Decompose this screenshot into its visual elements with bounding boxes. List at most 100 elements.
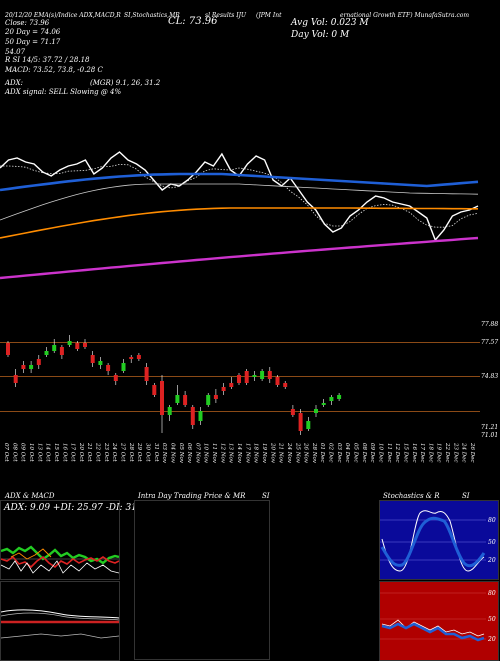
candle-body: [83, 343, 87, 347]
date-label: 07 Oct: [3, 443, 9, 462]
intraday-panel: [134, 500, 270, 660]
date-label: 22 Oct: [94, 443, 101, 462]
candle-body: [59, 347, 64, 355]
macd-line: [1, 609, 119, 619]
candle-body: [237, 375, 241, 383]
header-title-etf: sl Results IJU: [205, 12, 247, 19]
candle-body: [267, 371, 272, 379]
stoch-panel-si: SI: [462, 492, 470, 500]
macd-small-value: 54.07: [5, 48, 26, 56]
candle-body: [275, 377, 280, 385]
price-level-low: [0, 411, 480, 412]
date-label: 10 Oct: [27, 443, 34, 462]
date-label: 05 Dec: [352, 443, 359, 463]
avg-volume: Avg Vol: 0.023 M: [291, 18, 369, 28]
date-label: 26 Dec: [469, 443, 475, 463]
date-label: 12 Dec: [394, 443, 401, 463]
ema200-line: [0, 236, 479, 280]
candle-body: [44, 351, 49, 355]
date-label: 18 Nov: [252, 443, 259, 463]
price-level-top-label: 77.88: [481, 321, 499, 328]
date-label: 28 Nov: [310, 443, 317, 463]
date-label: 24 Nov: [285, 443, 292, 463]
date-label: 03 Nov: [161, 443, 168, 463]
price-level-low-label: 71.21: [481, 424, 499, 431]
date-label: 12 Nov: [219, 443, 226, 463]
candle-body: [36, 359, 41, 365]
date-label: 03 Dec: [335, 443, 342, 463]
macd-lower-line: [1, 633, 119, 639]
candle-body: [13, 375, 18, 383]
ema-fast-dotted-line: [0, 163, 479, 228]
date-label: 08 Dec: [360, 443, 367, 463]
stoch-level-80: 80: [488, 517, 496, 524]
close-value: Close: 73.96: [5, 19, 50, 27]
date-label: 23 Dec: [452, 443, 459, 463]
adx-panel: ADX: 9.09 +DI: 25.97 -DI: 31.17: [0, 500, 151, 580]
date-label: 09 Dec: [369, 443, 376, 463]
stoch-level-50: 50: [488, 539, 496, 546]
date-label: 28 Oct: [127, 443, 134, 462]
candle-body: [290, 409, 295, 415]
ema50-value: 50 Day = 71.17: [5, 38, 61, 46]
ema20-value: 20 Day = 74.06: [5, 28, 61, 36]
header-title-name: (JPM Int: [256, 12, 282, 19]
ema-white-thin-line: [0, 183, 479, 221]
stoch-panel-title: Stochastics & R: [383, 492, 440, 500]
signal-line: [1, 612, 119, 621]
candle-body: [52, 345, 57, 351]
date-label: 31 Oct: [152, 443, 159, 462]
adx-orange-line: [10, 548, 52, 560]
candle-body: [129, 357, 134, 359]
candle-body: [98, 361, 103, 365]
date-label: 01 Dec: [319, 443, 326, 463]
candle-body: [21, 365, 26, 369]
candle-body: [29, 365, 34, 369]
plus-di-line: [1, 545, 119, 565]
date-label: 17 Nov: [244, 443, 251, 463]
adx-lines-chart: [1, 545, 119, 574]
date-label: 27 Oct: [119, 443, 126, 462]
adx-values: (MGR) 9.1, 26, 31.2: [90, 79, 161, 87]
candle-body: [298, 413, 303, 431]
candle-body: [160, 381, 164, 415]
date-label: 24 Oct: [111, 443, 118, 462]
stoch-k-line: [381, 510, 485, 572]
date-axis: 07 Oct 08 Oct 09 Oct 10 Oct 13 Oct 14 Oct 15 O…: [0, 443, 480, 483]
rsi-level-20: 20: [488, 636, 496, 643]
date-label: 07 Nov: [194, 443, 201, 463]
date-label: 04 Nov: [169, 443, 176, 463]
ema50-line: [0, 207, 478, 239]
adx-line: [1, 560, 119, 574]
rsi-readout: R SI 14/5: 37.72 / 28.18: [5, 56, 90, 64]
date-label: 13 Nov: [227, 443, 234, 463]
candle-body: [136, 355, 141, 359]
candle-body: [221, 387, 226, 391]
date-label: 15 Dec: [402, 443, 409, 463]
date-label: 09 Oct: [19, 443, 26, 462]
header-title-name2: ernational Growth ETF) MunafaSutra.com: [340, 12, 470, 19]
macd-readout: MACD: 73.52, 73.8, -0.28 C: [5, 66, 103, 74]
candle-body: [121, 363, 126, 371]
candle-body: [198, 411, 203, 421]
date-label: 11 Nov: [211, 443, 218, 463]
date-label: 22 Dec: [444, 443, 451, 463]
candle-body: [314, 409, 318, 413]
stoch-level-20: 20: [488, 557, 496, 564]
date-label: 17 Oct: [69, 443, 76, 462]
candle-body: [329, 397, 334, 401]
price-level-top: [0, 342, 480, 343]
day-volume: Day Vol: 0 M: [291, 30, 350, 40]
date-label: 06 Nov: [186, 443, 193, 463]
rsi-chart: [380, 592, 486, 642]
candle-body: [144, 367, 149, 381]
adx-readout: ADX: 9.09 +DI: 25.97 -DI: 31.17: [4, 503, 152, 513]
candle-body: [6, 343, 10, 355]
date-label: 19 Nov: [260, 443, 267, 463]
stoch-d-line: [380, 516, 486, 568]
candlestick-chart: [6, 335, 342, 435]
date-label: 18 Dec: [427, 443, 434, 463]
candle-body: [67, 341, 72, 345]
adx-label: ADX:: [5, 79, 24, 87]
candle-body: [106, 365, 111, 371]
